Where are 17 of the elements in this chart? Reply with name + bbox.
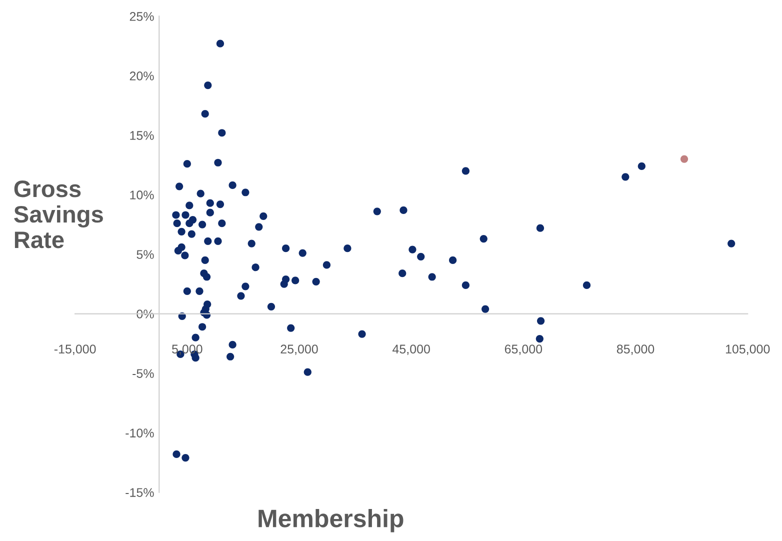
x-tick-label: 85,000 — [616, 344, 654, 355]
y-tick-label: -15% — [126, 488, 154, 497]
y-axis-title: Gross Savings Rate — [14, 180, 103, 248]
x-tick-label: 25,000 — [280, 344, 318, 355]
x-tick-label: -15,000 — [54, 344, 96, 355]
x-tick-label: 105,000 — [726, 344, 770, 355]
y-tick-label: 15% — [130, 131, 154, 140]
x-tick-label: 65,000 — [504, 344, 542, 355]
y-tick-label: 25% — [130, 12, 154, 21]
y-tick-label: 5% — [136, 250, 154, 259]
x-tick-label: 5,000 — [172, 344, 202, 355]
x-axis-title: Membership — [258, 508, 404, 532]
y-tick-label: -5% — [132, 369, 154, 378]
y-tick-label: 10% — [130, 190, 154, 200]
y-tick-label: 20% — [130, 72, 154, 80]
x-tick-label: 45,000 — [392, 344, 430, 355]
y-tick-label: -10% — [126, 428, 154, 438]
